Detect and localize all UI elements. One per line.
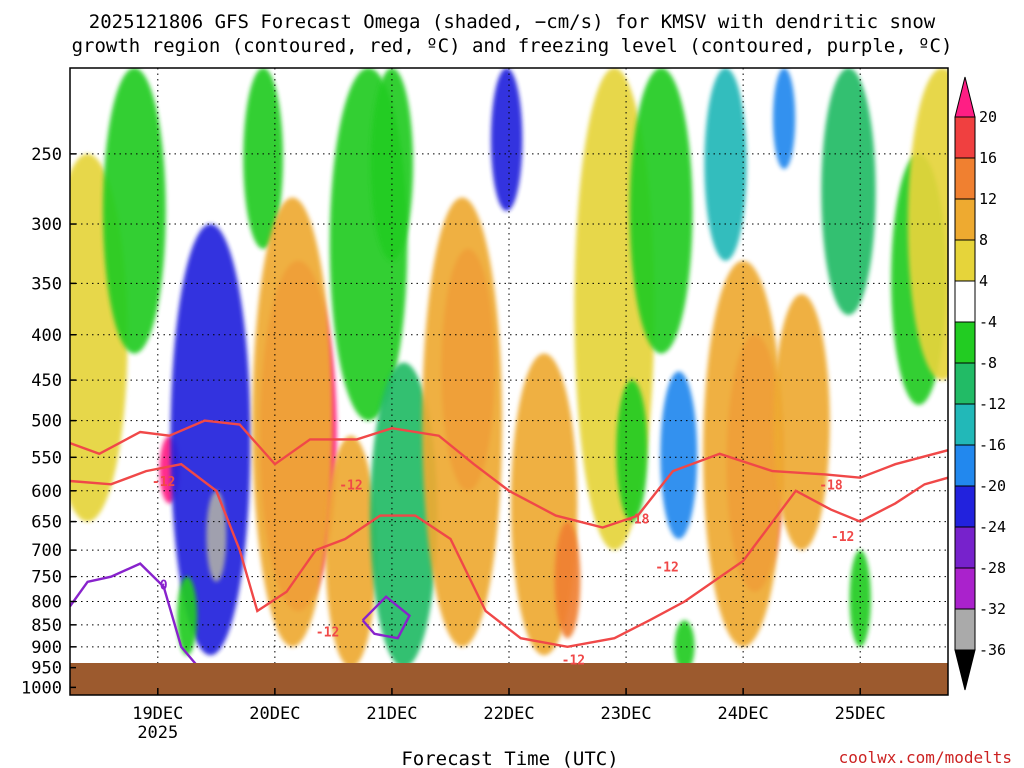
x-axis-title: Forecast Time (UTC) (401, 748, 618, 768)
y-tick-label-7: 600 (31, 482, 62, 502)
colorbar-label-11: -28 (979, 559, 1006, 577)
omega-feature-15 (490, 68, 523, 211)
y-tick-label-8: 650 (31, 513, 62, 533)
colorbar-label-9: -20 (979, 477, 1006, 495)
x-tick-label-6: 25DEC (835, 704, 886, 724)
contour-label-0: -12 (152, 475, 175, 490)
contour-dgz-lower (70, 462, 948, 649)
colorbar-band-5 (954, 321, 976, 364)
omega-feature-5 (177, 576, 198, 656)
colorbar-label-12: -32 (979, 600, 1006, 618)
y-tick-label-6: 550 (31, 448, 62, 468)
colorbar-band-8 (954, 444, 976, 487)
omega-shading (70, 68, 948, 672)
omega-feature-29 (849, 550, 871, 647)
contour-label-1: -12 (316, 626, 339, 641)
colorbar-label-7: -12 (979, 395, 1006, 413)
omega-feature-12 (370, 68, 414, 261)
credit-link[interactable]: coolwx.com/modelts (839, 748, 1012, 767)
y-tick-label-0: 250 (31, 145, 62, 165)
colorbar-band-10 (954, 526, 976, 569)
colorbar-label-2: 12 (979, 190, 997, 208)
contour-dgz-upper (70, 419, 948, 529)
colorbar-label-8: -16 (979, 436, 1006, 454)
y-tick-label-9: 700 (31, 541, 62, 561)
y-axis: 2503003504004505005506006507007508008509… (21, 145, 76, 698)
colorbar: 20 16 12 8 4 -4 -8 -12 -16 -20 -24 -28 -32 -36 (954, 76, 1006, 691)
contour-label-3: -18 (626, 513, 650, 528)
colorbar-band-6 (954, 362, 976, 405)
x-tick-label-1: 20DEC (249, 704, 300, 724)
y-tick-label-14: 950 (31, 659, 62, 679)
contour-freezing-loop (361, 595, 412, 640)
y-tick-label-15: 1000 (21, 678, 62, 698)
colorbar-label-13: -36 (979, 641, 1006, 659)
omega-feature-4 (206, 490, 227, 582)
colorbar-band-11 (954, 567, 976, 610)
omega-feature-22 (674, 620, 695, 672)
contour-label-4: -12 (655, 560, 678, 575)
colorbar-label-4: 4 (979, 272, 988, 290)
colorbar-band-2 (954, 198, 976, 241)
omega-feature-27 (773, 294, 830, 551)
contour-label-5: -18 (819, 478, 843, 493)
colorbar-label-3: 8 (979, 231, 988, 249)
y-tick-label-1: 300 (31, 215, 62, 235)
y-tick-label-11: 800 (31, 593, 62, 613)
plot-area: -12 -12 -12 -18 -12 -18 -12 -12 0 (70, 68, 948, 695)
omega-feature-28 (821, 68, 876, 316)
omega-feature-31 (907, 68, 948, 381)
y-tick-label-5: 500 (31, 412, 62, 432)
y-tick-label-4: 450 (31, 371, 62, 391)
colorbar-band-1 (954, 157, 976, 200)
x-tick-label-2: 21DEC (366, 704, 417, 724)
omega-feature-17 (554, 521, 581, 639)
x-tick-label-3: 22DEC (483, 704, 534, 724)
omega-feature-14 (422, 197, 503, 647)
y-tick-label-3: 400 (31, 326, 62, 346)
omega-feature-9 (325, 435, 377, 668)
y-tick-label-13: 900 (31, 638, 62, 658)
contour-label-6: -12 (831, 530, 854, 545)
chart-title-line-1: 2025121806 GFS Forecast Omega (shaded, −… (89, 11, 936, 33)
omega-feature-3 (170, 224, 251, 656)
y-tick-label-12: 850 (31, 616, 62, 636)
colorbar-band-3 (954, 239, 976, 282)
colorbar-band-7 (954, 403, 976, 446)
colorbar-label-5: -4 (979, 313, 997, 331)
x-tick-label-4: 23DEC (600, 704, 651, 724)
colorbar-band-9 (954, 485, 976, 528)
colorbar-top-triangle (954, 76, 976, 118)
contour-labels: -12 -12 -12 -18 -12 -18 -12 -12 0 (152, 475, 854, 668)
colorbar-label-10: -24 (979, 518, 1006, 536)
colorbar-label-1: 16 (979, 149, 997, 167)
y-tick-label-2: 350 (31, 274, 62, 294)
colorbar-label-0: 20 (979, 108, 997, 126)
omega-feature-23 (704, 68, 747, 261)
colorbar-band-12 (954, 608, 976, 651)
colorbar-bottom-triangle (954, 649, 976, 691)
contour-label-8: 0 (160, 578, 168, 593)
chart-title-line-2: growth region (contoured, red, ºC) and f… (72, 35, 953, 57)
omega-feature-19 (616, 380, 648, 522)
x-tick-sublabel-0: 2025 (137, 723, 178, 743)
omega-feature-21 (629, 68, 693, 354)
contour-label-2: -12 (339, 478, 362, 493)
omega-feature-8 (252, 197, 333, 647)
colorbar-band-0 (954, 116, 976, 159)
x-tick-label-0: 19DEC (132, 704, 183, 724)
x-tick-label-5: 24DEC (718, 704, 769, 724)
contour-label-7: -12 (562, 653, 585, 668)
omega-feature-1 (102, 68, 166, 354)
y-tick-label-10: 750 (31, 568, 62, 588)
colorbar-label-6: -8 (979, 354, 997, 372)
omega-feature-6 (243, 68, 284, 249)
colorbar-band-4 (954, 280, 976, 323)
omega-feature-20 (660, 371, 698, 539)
omega-feature-24 (773, 68, 796, 169)
